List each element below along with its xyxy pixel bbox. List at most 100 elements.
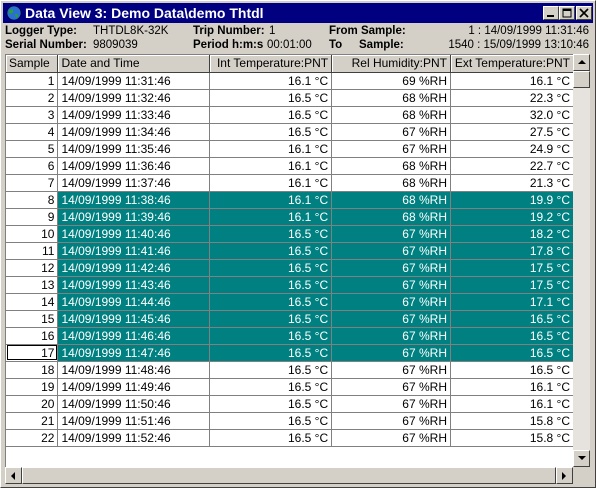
int-temperature-cell[interactable]: 16.1 °C [209, 174, 333, 192]
rel-humidity-cell[interactable]: 67 %RH [331, 361, 451, 379]
ext-temperature-cell[interactable]: 16.5 °C [450, 361, 574, 379]
int-temperature-cell[interactable]: 16.1 °C [209, 140, 333, 158]
int-temperature-cell[interactable]: 16.5 °C [209, 89, 333, 107]
table-row[interactable]: 6 14/09/1999 11:36:46 16.1 °C 68 %RH 22.7 °C [6, 157, 574, 175]
sample-number-cell[interactable]: 8 [6, 191, 59, 209]
ext-temperature-cell[interactable]: 16.5 °C [450, 310, 574, 328]
sample-number-cell[interactable]: 14 [6, 293, 59, 311]
date-time-cell[interactable]: 14/09/1999 11:32:46 [57, 89, 211, 107]
ext-temperature-cell[interactable]: 16.5 °C [450, 344, 574, 362]
ext-temperature-cell[interactable]: 15.8 °C [450, 429, 574, 447]
rel-humidity-cell[interactable]: 67 %RH [331, 276, 451, 294]
int-temperature-cell[interactable]: 16.5 °C [209, 106, 333, 124]
date-time-cell[interactable]: 14/09/1999 11:50:46 [57, 395, 211, 413]
sample-number-cell[interactable]: 15 [6, 310, 59, 328]
column-header-int-temperature[interactable]: Int Temperature:PNT [209, 55, 333, 73]
table-row[interactable]: 3 14/09/1999 11:33:46 16.5 °C 68 %RH 32.0 °C [6, 106, 574, 124]
date-time-cell[interactable]: 14/09/1999 11:46:46 [57, 327, 211, 345]
scroll-left-button[interactable] [5, 467, 22, 484]
sample-number-cell[interactable]: 10 [6, 225, 59, 243]
ext-temperature-cell[interactable]: 16.1 °C [450, 72, 574, 90]
rel-humidity-cell[interactable]: 67 %RH [331, 123, 451, 141]
vertical-scroll-thumb[interactable] [573, 71, 590, 88]
ext-temperature-cell[interactable]: 18.2 °C [450, 225, 574, 243]
rel-humidity-cell[interactable]: 68 %RH [331, 157, 451, 175]
minimize-button[interactable] [543, 6, 559, 20]
date-time-cell[interactable]: 14/09/1999 11:48:46 [57, 361, 211, 379]
int-temperature-cell[interactable]: 16.1 °C [209, 72, 333, 90]
int-temperature-cell[interactable]: 16.5 °C [209, 259, 333, 277]
int-temperature-cell[interactable]: 16.5 °C [209, 276, 333, 294]
table-row[interactable]: 14 14/09/1999 11:44:46 16.5 °C 67 %RH 17.1 °… [6, 293, 574, 311]
table-row[interactable]: 4 14/09/1999 11:34:46 16.5 °C 67 %RH 27.5 °C [6, 123, 574, 141]
table-row[interactable]: 15 14/09/1999 11:45:46 16.5 °C 67 %RH 16.5 °… [6, 310, 574, 328]
ext-temperature-cell[interactable]: 16.1 °C [450, 378, 574, 396]
close-button[interactable] [576, 6, 592, 20]
ext-temperature-cell[interactable]: 19.2 °C [450, 208, 574, 226]
rel-humidity-cell[interactable]: 69 %RH [331, 72, 451, 90]
sample-number-cell[interactable]: 6 [6, 157, 59, 175]
int-temperature-cell[interactable]: 16.5 °C [209, 310, 333, 328]
column-header-ext-temperature[interactable]: Ext Temperature:PNT [450, 55, 574, 73]
ext-temperature-cell[interactable]: 32.0 °C [450, 106, 574, 124]
date-time-cell[interactable]: 14/09/1999 11:44:46 [57, 293, 211, 311]
date-time-cell[interactable]: 14/09/1999 11:43:46 [57, 276, 211, 294]
sample-number-cell[interactable]: 11 [6, 242, 59, 260]
rel-humidity-cell[interactable]: 67 %RH [331, 412, 451, 430]
scroll-up-button[interactable] [573, 54, 590, 71]
int-temperature-cell[interactable]: 16.5 °C [209, 429, 333, 447]
int-temperature-cell[interactable]: 16.5 °C [209, 395, 333, 413]
sample-number-cell[interactable]: 21 [6, 412, 59, 430]
rel-humidity-cell[interactable]: 67 %RH [331, 378, 451, 396]
table-row[interactable]: 1 14/09/1999 11:31:46 16.1 °C 69 %RH 16.1 °C [6, 72, 574, 90]
date-time-cell[interactable]: 14/09/1999 11:36:46 [57, 157, 211, 175]
rel-humidity-cell[interactable]: 68 %RH [331, 89, 451, 107]
rel-humidity-cell[interactable]: 68 %RH [331, 174, 451, 192]
table-row[interactable]: 19 14/09/1999 11:49:46 16.5 °C 67 %RH 16.1 °… [6, 378, 574, 396]
table-row[interactable]: 8 14/09/1999 11:38:46 16.1 °C 68 %RH 19.9 °C [6, 191, 574, 209]
table-row[interactable]: 21 14/09/1999 11:51:46 16.5 °C 67 %RH 15.8 °… [6, 412, 574, 430]
rel-humidity-cell[interactable]: 67 %RH [331, 140, 451, 158]
vertical-scrollbar[interactable] [573, 54, 590, 467]
table-row[interactable]: 17 14/09/1999 11:47:46 16.5 °C 67 %RH 16.5 °… [6, 344, 574, 362]
sample-number-cell[interactable]: 9 [6, 208, 59, 226]
table-row[interactable]: 16 14/09/1999 11:46:46 16.5 °C 67 %RH 16.5 °… [6, 327, 574, 345]
scroll-down-button[interactable] [573, 450, 590, 467]
ext-temperature-cell[interactable]: 15.8 °C [450, 412, 574, 430]
ext-temperature-cell[interactable]: 16.1 °C [450, 395, 574, 413]
table-row[interactable]: 2 14/09/1999 11:32:46 16.5 °C 68 %RH 22.3 °C [6, 89, 574, 107]
date-time-cell[interactable]: 14/09/1999 11:45:46 [57, 310, 211, 328]
date-time-cell[interactable]: 14/09/1999 11:51:46 [57, 412, 211, 430]
int-temperature-cell[interactable]: 16.1 °C [209, 157, 333, 175]
ext-temperature-cell[interactable]: 22.3 °C [450, 89, 574, 107]
ext-temperature-cell[interactable]: 21.3 °C [450, 174, 574, 192]
int-temperature-cell[interactable]: 16.5 °C [209, 361, 333, 379]
rel-humidity-cell[interactable]: 67 %RH [331, 395, 451, 413]
sample-number-cell[interactable]: 1 [6, 72, 59, 90]
int-temperature-cell[interactable]: 16.5 °C [209, 225, 333, 243]
horizontal-scroll-thumb[interactable] [22, 467, 556, 484]
rel-humidity-cell[interactable]: 67 %RH [331, 327, 451, 345]
rel-humidity-cell[interactable]: 67 %RH [331, 293, 451, 311]
int-temperature-cell[interactable]: 16.5 °C [209, 327, 333, 345]
table-row[interactable]: 9 14/09/1999 11:39:46 16.1 °C 68 %RH 19.2 °C [6, 208, 574, 226]
date-time-cell[interactable]: 14/09/1999 11:41:46 [57, 242, 211, 260]
sample-number-cell[interactable]: 4 [6, 123, 59, 141]
int-temperature-cell[interactable]: 16.5 °C [209, 412, 333, 430]
rel-humidity-cell[interactable]: 67 %RH [331, 429, 451, 447]
table-row[interactable]: 20 14/09/1999 11:50:46 16.5 °C 67 %RH 16.1 °… [6, 395, 574, 413]
column-header-date-time[interactable]: Date and Time [57, 55, 211, 73]
title-bar[interactable]: Data View 3: Demo Data\demo Thtdl [3, 3, 593, 23]
date-time-cell[interactable]: 14/09/1999 11:35:46 [57, 140, 211, 158]
sample-number-cell[interactable]: 7 [6, 174, 59, 192]
sample-number-cell[interactable]: 22 [6, 429, 59, 447]
int-temperature-cell[interactable]: 16.1 °C [209, 208, 333, 226]
sample-number-cell[interactable]: 3 [6, 106, 59, 124]
sample-number-cell[interactable]: 20 [6, 395, 59, 413]
int-temperature-cell[interactable]: 16.5 °C [209, 123, 333, 141]
column-header-rel-humidity[interactable]: Rel Humidity:PNT [331, 55, 451, 73]
int-temperature-cell[interactable]: 16.1 °C [209, 191, 333, 209]
scroll-right-button[interactable] [556, 467, 573, 484]
rel-humidity-cell[interactable]: 68 %RH [331, 191, 451, 209]
rel-humidity-cell[interactable]: 67 %RH [331, 225, 451, 243]
